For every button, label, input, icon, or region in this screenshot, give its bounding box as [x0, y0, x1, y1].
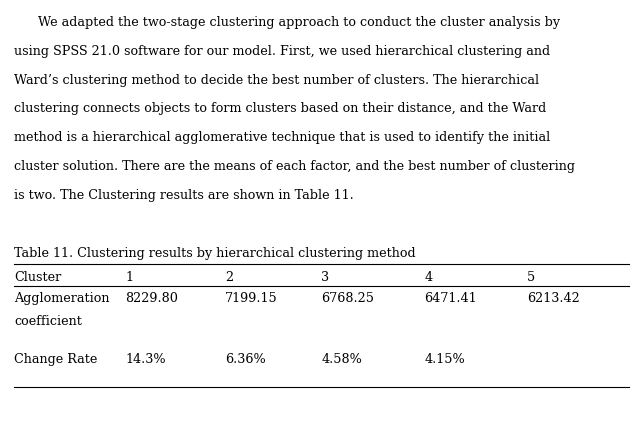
- Text: is two. The Clustering results are shown in Table 11.: is two. The Clustering results are shown…: [14, 189, 354, 202]
- Text: 4: 4: [424, 271, 433, 284]
- Text: Agglomeration: Agglomeration: [14, 292, 110, 305]
- Text: Ward’s clustering method to decide the best number of clusters. The hierarchical: Ward’s clustering method to decide the b…: [14, 74, 539, 87]
- Text: 14.3%: 14.3%: [125, 353, 166, 366]
- Text: using SPSS 21.0 software for our model. First, we used hierarchical clustering a: using SPSS 21.0 software for our model. …: [14, 45, 550, 58]
- Text: Change Rate: Change Rate: [14, 353, 98, 366]
- Text: Table 11. Clustering results by hierarchical clustering method: Table 11. Clustering results by hierarch…: [14, 247, 416, 261]
- Text: 7199.15: 7199.15: [225, 292, 278, 305]
- Text: 4.15%: 4.15%: [424, 353, 465, 366]
- Text: 6768.25: 6768.25: [322, 292, 374, 305]
- Text: 6471.41: 6471.41: [424, 292, 477, 305]
- Text: 1: 1: [125, 271, 133, 284]
- Text: Cluster: Cluster: [14, 271, 61, 284]
- Text: clustering connects objects to form clusters based on their distance, and the Wa: clustering connects objects to form clus…: [14, 102, 547, 115]
- Text: 6213.42: 6213.42: [527, 292, 580, 305]
- Text: 8229.80: 8229.80: [125, 292, 178, 305]
- Text: 6.36%: 6.36%: [225, 353, 266, 366]
- Text: 3: 3: [322, 271, 330, 284]
- Text: method is a hierarchical agglomerative technique that is used to identify the in: method is a hierarchical agglomerative t…: [14, 131, 550, 144]
- Text: We adapted the two-stage clustering approach to conduct the cluster analysis by: We adapted the two-stage clustering appr…: [14, 16, 560, 29]
- Text: cluster solution. There are the means of each factor, and the best number of clu: cluster solution. There are the means of…: [14, 160, 575, 173]
- Text: 2: 2: [225, 271, 233, 284]
- Text: 5: 5: [527, 271, 536, 284]
- Text: coefficient: coefficient: [14, 315, 82, 328]
- Text: 4.58%: 4.58%: [322, 353, 363, 366]
